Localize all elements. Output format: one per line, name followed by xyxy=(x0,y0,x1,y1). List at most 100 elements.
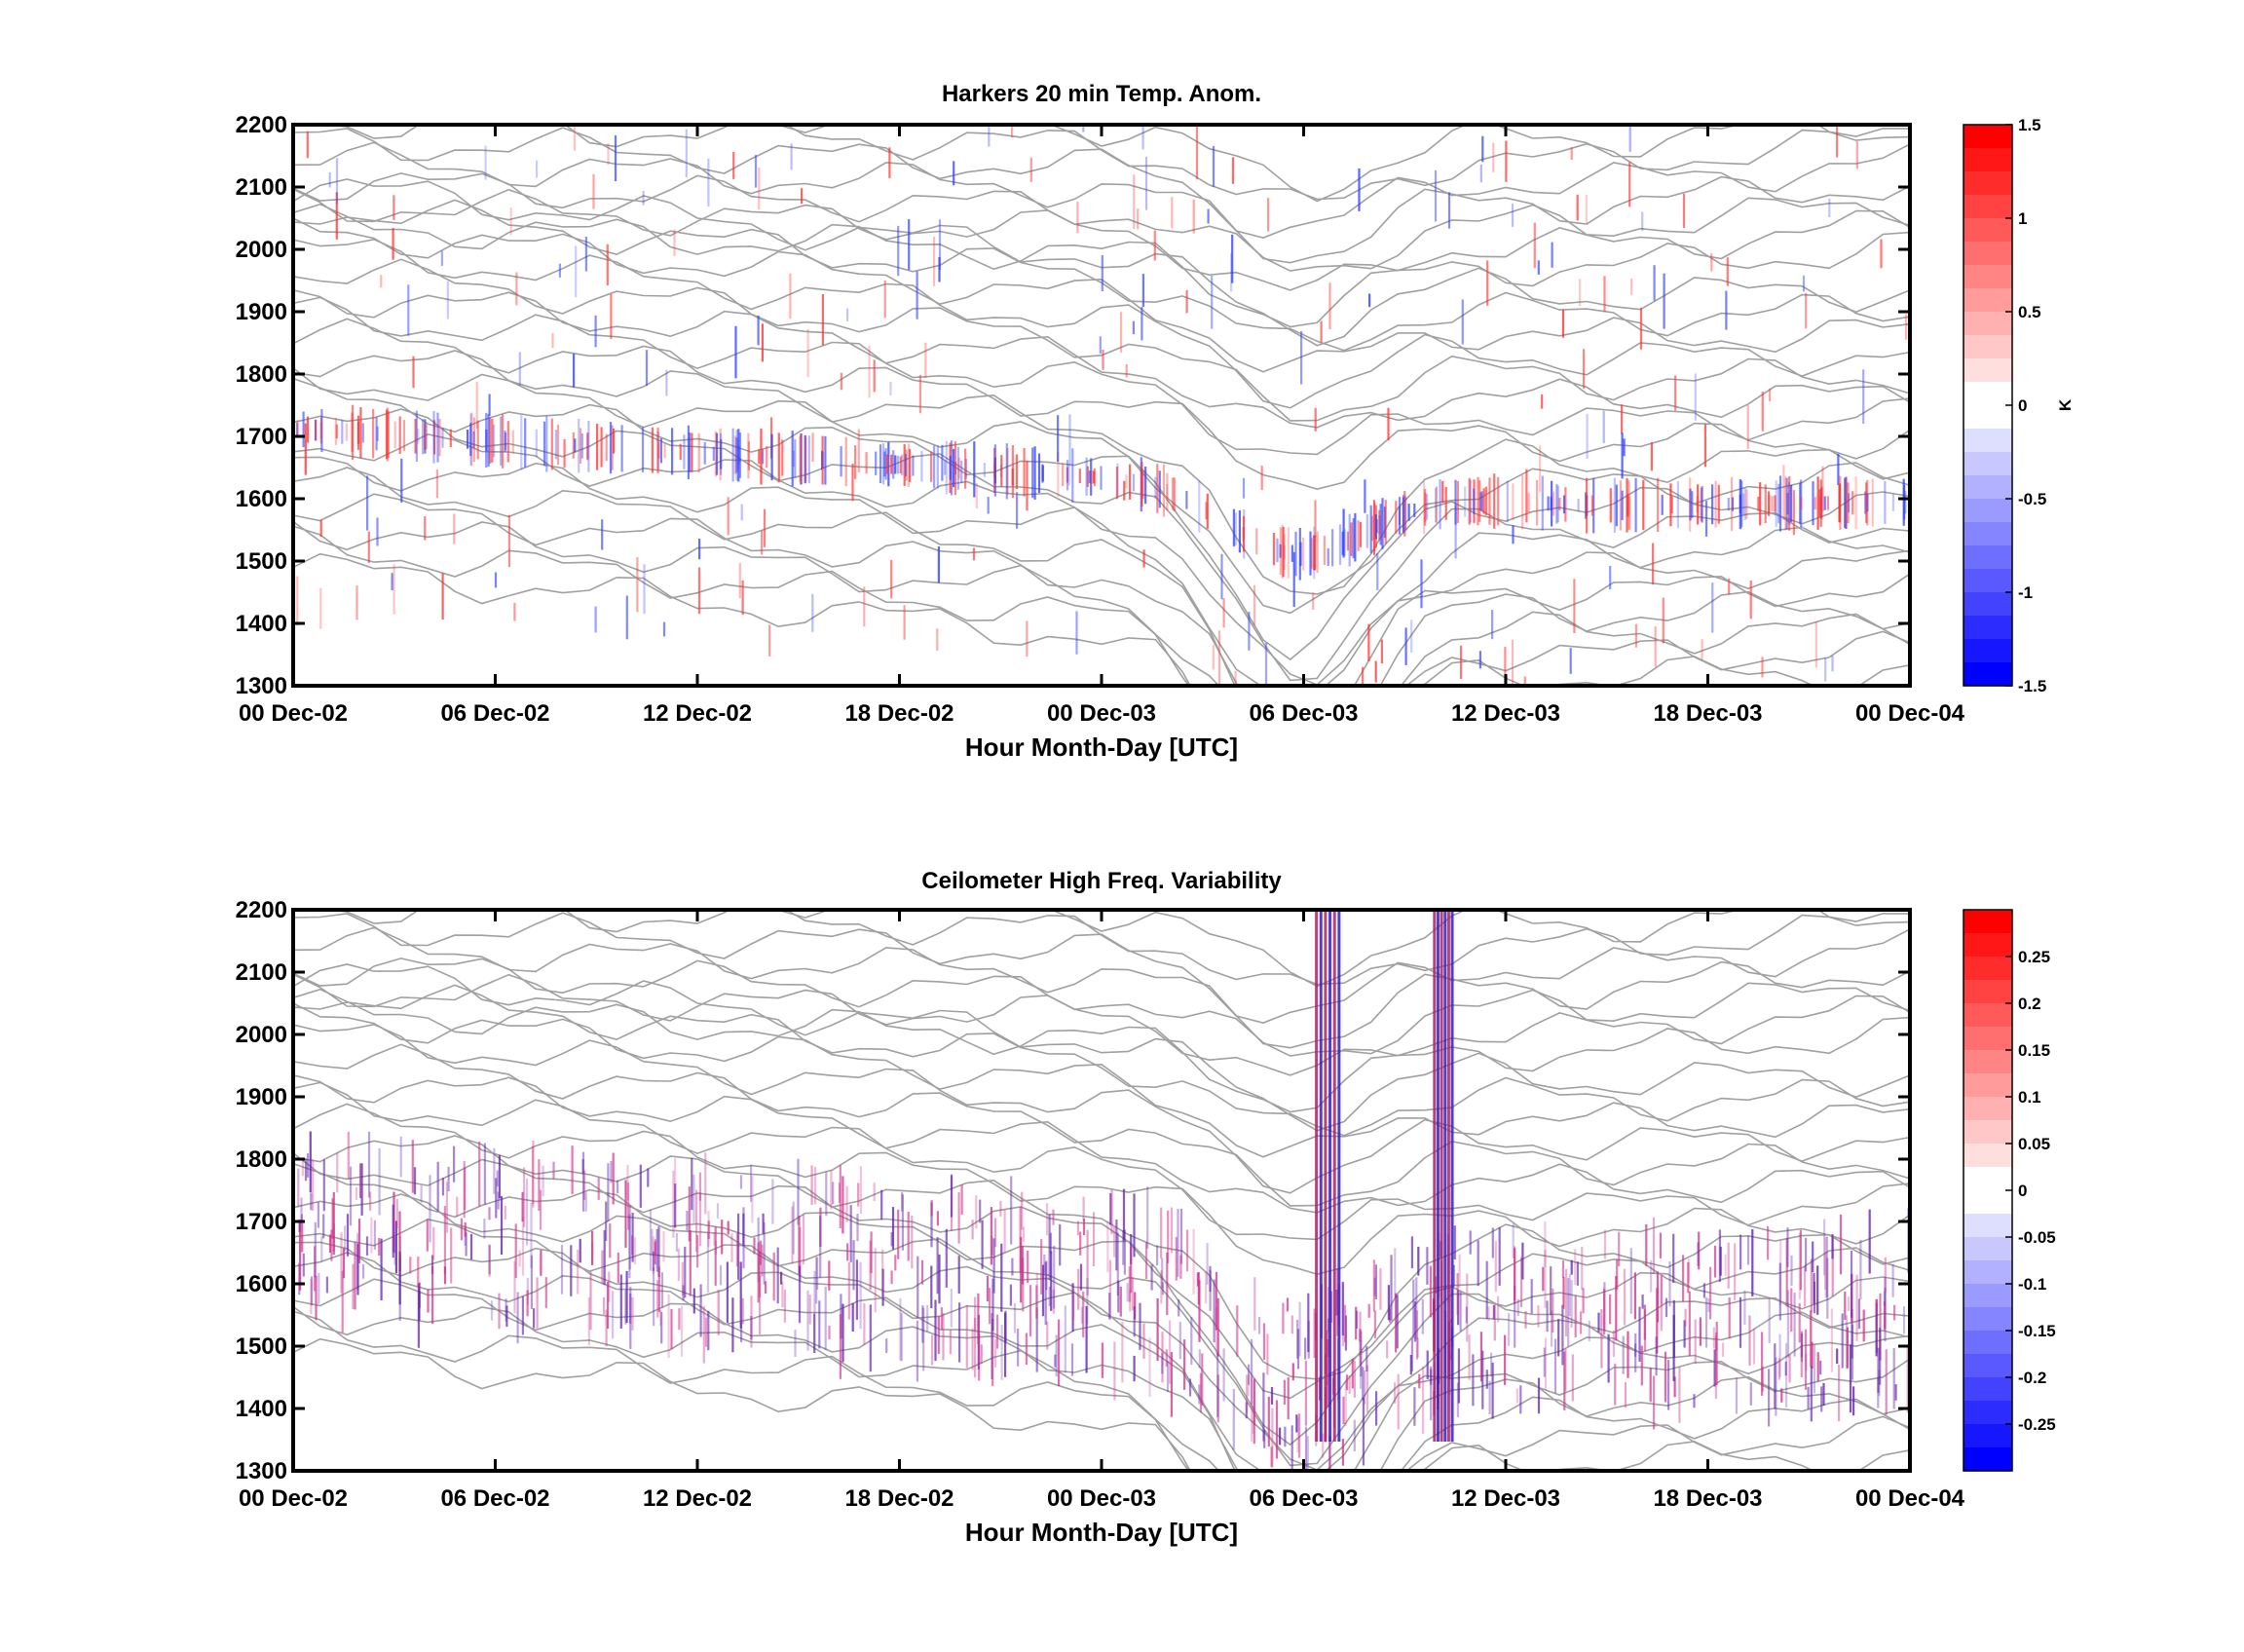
colorbar-tick-label: 1.5 xyxy=(2018,116,2041,134)
anomaly-streak xyxy=(1456,480,1459,523)
anomaly-streak xyxy=(1426,1350,1429,1379)
anomaly-streak xyxy=(1309,531,1312,576)
anomaly-streak xyxy=(813,1313,816,1353)
anomaly-streak xyxy=(438,419,441,457)
anomaly-streak xyxy=(989,1288,991,1325)
anomaly-streak xyxy=(684,1246,687,1298)
anomaly-streak xyxy=(851,464,854,502)
anomaly-streak xyxy=(660,1311,663,1344)
anomaly-streak xyxy=(1253,1378,1255,1445)
anomaly-streak xyxy=(322,1214,325,1239)
anomaly-streak xyxy=(1022,1258,1025,1312)
anomaly-streak xyxy=(570,1245,573,1296)
anomaly-streak xyxy=(758,1252,762,1297)
anomaly-streak xyxy=(297,1168,300,1208)
anomaly-streak xyxy=(1812,481,1814,526)
anomaly-streak xyxy=(1851,1308,1853,1359)
anomaly-streak xyxy=(751,1176,754,1223)
anomaly-streak xyxy=(1132,320,1135,335)
anomaly-streak xyxy=(1577,499,1580,512)
contour-line xyxy=(293,350,1910,595)
anomaly-streak xyxy=(1613,477,1616,533)
anomaly-streak xyxy=(424,516,427,541)
anomaly-streak xyxy=(1491,1227,1494,1258)
anomaly-streak xyxy=(336,1152,339,1193)
anomaly-streak xyxy=(1356,1310,1359,1329)
anomaly-streak xyxy=(1198,480,1201,533)
anomaly-streak xyxy=(1485,1260,1488,1320)
anomaly-streak xyxy=(678,1308,681,1331)
anomaly-streak xyxy=(840,446,842,477)
anomaly-streak xyxy=(1514,1285,1516,1348)
colorbar-segment xyxy=(1964,1144,2012,1168)
colorbar-segment xyxy=(1964,382,2012,406)
anomaly-streak xyxy=(1346,531,1349,551)
anomaly-streak xyxy=(695,1189,698,1253)
anomaly-streak xyxy=(614,135,617,181)
anomaly-streak xyxy=(1004,1312,1007,1377)
anomaly-streak xyxy=(1344,1379,1347,1427)
anomaly-streak xyxy=(1192,199,1195,234)
anomaly-streak xyxy=(1821,466,1824,512)
anomaly-streak xyxy=(1444,486,1447,520)
anomaly-streak xyxy=(315,420,318,441)
anomaly-streak xyxy=(1232,1389,1235,1450)
anomaly-streak xyxy=(1291,1363,1294,1381)
anomaly-streak xyxy=(476,420,479,460)
anomaly-streak xyxy=(1216,1297,1219,1357)
anomaly-streak xyxy=(714,1226,717,1286)
contour-line xyxy=(293,141,1910,264)
anomaly-streak xyxy=(1623,1268,1627,1326)
anomaly-streak xyxy=(487,414,490,468)
anomaly-streak xyxy=(1323,536,1326,565)
anomaly-streak xyxy=(1884,480,1887,524)
anomaly-streak xyxy=(921,1305,924,1343)
anomaly-streak xyxy=(1638,1306,1641,1362)
anomaly-streak xyxy=(897,225,900,277)
anomaly-streak xyxy=(1866,494,1869,512)
anomaly-streak xyxy=(552,1161,555,1180)
contour-line xyxy=(293,963,1910,1132)
anomaly-streak xyxy=(545,416,548,472)
anomaly-streak xyxy=(573,354,576,388)
x-tick-label: 00 Dec-03 xyxy=(1047,1485,1156,1512)
anomaly-streak xyxy=(539,1189,542,1230)
anomaly-streak xyxy=(1478,480,1481,522)
anomaly-streak xyxy=(1005,443,1008,500)
anomaly-streak xyxy=(1420,559,1423,609)
anomaly-streak xyxy=(373,1220,376,1250)
anomaly-streak xyxy=(636,557,639,613)
anomaly-streak xyxy=(949,1330,952,1355)
anomaly-streak xyxy=(1294,531,1297,577)
anomaly-streak xyxy=(1387,407,1390,441)
colorbar-segment xyxy=(1964,452,2012,476)
anomaly-streak xyxy=(738,562,741,599)
x-tick-label: 00 Dec-02 xyxy=(239,1485,348,1512)
anomaly-streak xyxy=(824,435,827,485)
anomaly-streak xyxy=(1409,1355,1412,1375)
anomaly-streak xyxy=(1812,1241,1814,1273)
anomaly-streak xyxy=(314,419,318,441)
anomaly-streak xyxy=(1515,1388,1518,1404)
anomaly-streak xyxy=(663,443,666,459)
anomaly-streak xyxy=(999,1200,1002,1217)
anomaly-streak xyxy=(652,1251,654,1271)
anomaly-streak xyxy=(1707,1297,1710,1313)
anomaly-streak xyxy=(1185,1229,1189,1272)
anomaly-streak xyxy=(1775,1357,1777,1416)
anomaly-streak xyxy=(936,628,939,651)
anomaly-streak xyxy=(1767,1225,1770,1260)
y-tick-label: 1700 xyxy=(236,1209,287,1235)
anomaly-streak xyxy=(1362,666,1365,686)
anomaly-streak xyxy=(1728,579,1731,595)
anomaly-streak xyxy=(1825,1236,1828,1297)
anomaly-streak xyxy=(1486,260,1489,306)
anomaly-streak xyxy=(686,1211,689,1231)
anomaly-streak xyxy=(533,1308,536,1329)
anomaly-streak xyxy=(346,1214,350,1257)
anomaly-streak xyxy=(1195,125,1199,179)
anomaly-streak xyxy=(759,1275,762,1335)
anomaly-streak xyxy=(398,1256,401,1321)
anomaly-streak xyxy=(737,429,740,482)
colorbar-segment xyxy=(1964,335,2012,359)
